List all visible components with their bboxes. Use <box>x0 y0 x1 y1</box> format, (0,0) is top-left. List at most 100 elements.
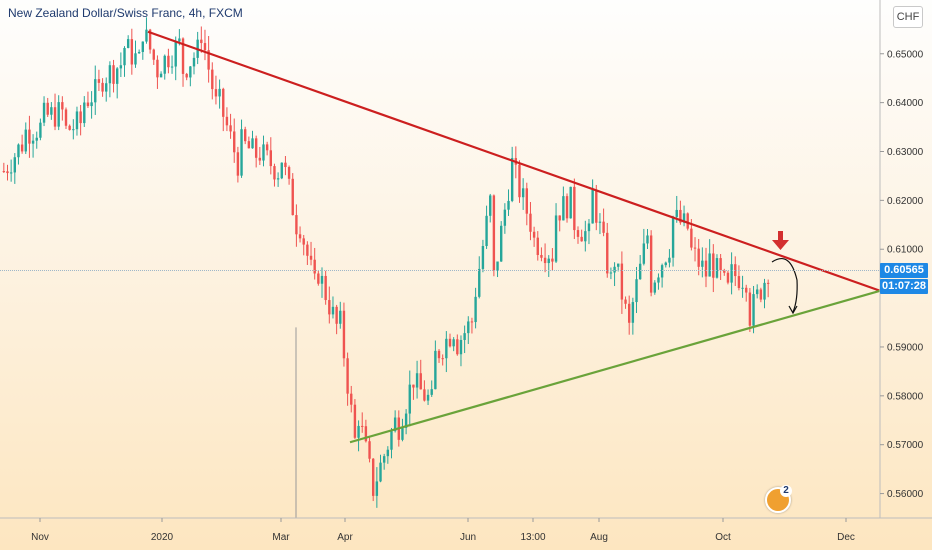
candle-body <box>57 102 60 127</box>
candle-body <box>470 321 474 323</box>
candle-body <box>233 131 236 153</box>
candle-body <box>339 310 342 324</box>
candle-body <box>50 107 53 115</box>
candle-body <box>657 277 660 283</box>
candle-body <box>686 213 689 229</box>
candle-body <box>298 234 302 239</box>
candle-body <box>2 171 6 173</box>
x-tick-label: Jun <box>460 532 476 543</box>
candle-body <box>328 300 331 315</box>
candle-body <box>756 289 759 295</box>
candle-body <box>302 238 305 245</box>
y-tick-label: 0.59000 <box>887 342 924 353</box>
candle-body <box>309 255 313 260</box>
y-tick-label: 0.61000 <box>887 245 924 256</box>
candle-body <box>704 260 708 277</box>
candle-body <box>287 167 291 179</box>
candle-body <box>609 272 613 274</box>
candle-body <box>412 384 415 388</box>
x-tick-label: Nov <box>31 532 49 543</box>
candle-body <box>690 228 693 248</box>
candle-body <box>137 51 141 54</box>
chart-title: New Zealand Dollar/Swiss Franc, 4h, FXCM <box>8 6 243 20</box>
candle-body <box>697 248 700 267</box>
candle-body <box>540 255 543 258</box>
candle-body <box>715 258 719 278</box>
candle-body <box>119 65 123 69</box>
candle-body <box>141 41 144 52</box>
candle-body <box>240 129 243 176</box>
candle-body <box>46 102 49 115</box>
projection-curve <box>771 258 798 313</box>
candle-body <box>587 223 591 232</box>
trendlines-group <box>147 30 881 444</box>
x-tick-label: Apr <box>337 532 353 543</box>
candle-body <box>280 162 283 179</box>
candle-body <box>94 79 97 103</box>
candle-body <box>6 171 9 174</box>
candle-body <box>518 164 521 198</box>
candle-body <box>730 264 733 283</box>
candle-body <box>554 215 558 262</box>
candle-body <box>17 144 20 158</box>
x-tick-label: Dec <box>837 532 855 543</box>
event-count-badge: 2 <box>780 485 792 497</box>
candle-body <box>595 189 598 223</box>
candle-body <box>13 157 16 173</box>
candle-body <box>496 261 499 271</box>
candle-body <box>478 268 481 297</box>
candle-body <box>426 394 430 401</box>
candle-body <box>101 82 104 92</box>
candle-body <box>159 73 163 78</box>
currency-badge[interactable]: CHF <box>893 6 923 28</box>
candle-body <box>401 427 404 440</box>
candle-body <box>525 188 528 214</box>
resistance-trendline <box>147 30 881 292</box>
bar-countdown-label: 01:07:28 <box>880 278 928 294</box>
candle-body <box>617 263 620 267</box>
candle-body <box>521 188 525 198</box>
candle-body <box>664 262 667 266</box>
candle-body <box>353 404 357 438</box>
down-arrow-icon <box>772 240 789 250</box>
candle-body <box>737 276 741 289</box>
candle-body <box>251 138 254 149</box>
candle-body <box>638 263 642 280</box>
current-price-label: 0.60565 <box>880 262 928 278</box>
candle-body <box>459 339 463 355</box>
candle-body <box>682 213 686 223</box>
candle-body <box>108 65 112 84</box>
candle-body <box>105 83 108 92</box>
candle-body <box>163 55 166 74</box>
candle-body <box>642 243 646 264</box>
candle-body <box>591 189 594 224</box>
down-arrow-shaft <box>778 231 783 241</box>
candle-body <box>452 339 455 347</box>
candle-body <box>236 152 240 176</box>
annotations-group <box>771 231 798 315</box>
candle-body <box>382 456 386 463</box>
candle-body <box>766 282 770 284</box>
candle-body <box>580 236 583 242</box>
candle-body <box>543 257 547 264</box>
candle-body <box>671 216 675 258</box>
candle-body <box>218 88 221 97</box>
candle-body <box>649 235 653 293</box>
candle-body <box>481 246 485 269</box>
candle-body <box>628 303 631 323</box>
candle-body <box>558 215 561 221</box>
candle-body <box>148 29 152 50</box>
candle-body <box>258 157 262 161</box>
candle-body <box>134 53 137 65</box>
candle-body <box>361 425 364 427</box>
candle-body <box>565 196 569 219</box>
candle-body <box>419 373 422 390</box>
candle-body <box>708 253 711 277</box>
candle-body <box>225 116 229 126</box>
candle-body <box>529 213 532 232</box>
candle-body <box>130 39 134 65</box>
economic-event-icon[interactable]: 2 <box>765 485 792 513</box>
candle-body <box>741 287 744 289</box>
y-tick-label: 0.64000 <box>887 98 924 109</box>
